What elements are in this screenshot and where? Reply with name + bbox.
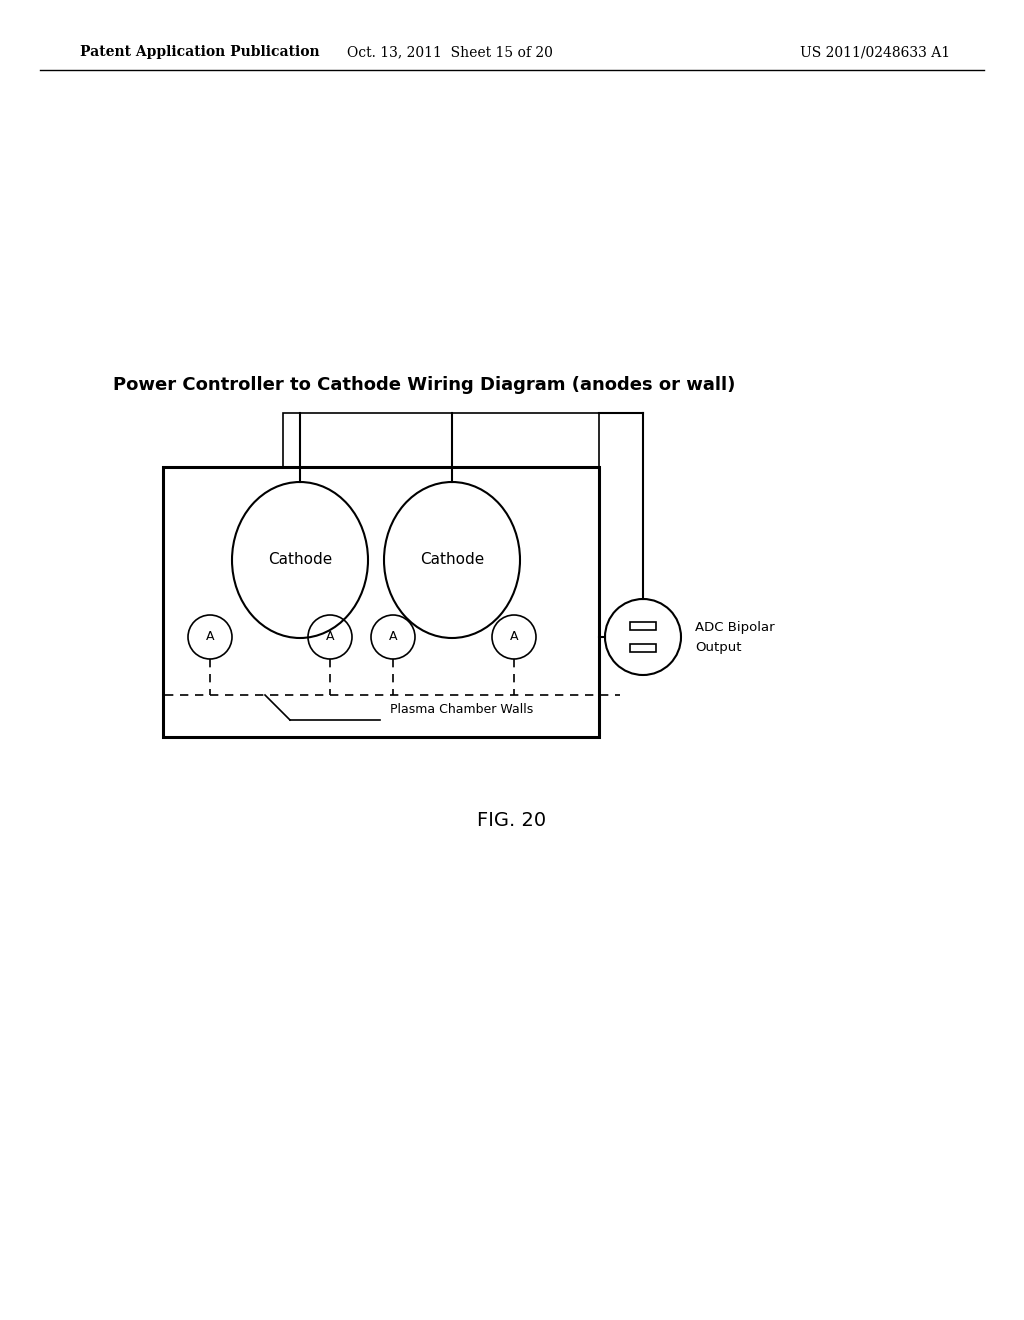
Bar <box>283 413 599 737</box>
Text: US 2011/0248633 A1: US 2011/0248633 A1 <box>800 45 950 59</box>
Text: Cathode: Cathode <box>420 553 484 568</box>
Text: Patent Application Publication: Patent Application Publication <box>80 45 319 59</box>
Text: A: A <box>389 631 397 644</box>
Text: ADC Bipolar: ADC Bipolar <box>695 620 774 634</box>
Bar <box>163 467 599 737</box>
Text: A: A <box>326 631 334 644</box>
Text: A: A <box>510 631 518 644</box>
Bar <box>630 622 656 630</box>
Text: Oct. 13, 2011  Sheet 15 of 20: Oct. 13, 2011 Sheet 15 of 20 <box>347 45 553 59</box>
Bar <box>630 644 656 652</box>
Text: Plasma Chamber Walls: Plasma Chamber Walls <box>390 704 534 715</box>
Text: Output: Output <box>695 640 741 653</box>
Text: A: A <box>206 631 214 644</box>
Text: FIG. 20: FIG. 20 <box>477 810 547 829</box>
Text: Power Controller to Cathode Wiring Diagram (anodes or wall): Power Controller to Cathode Wiring Diagr… <box>113 376 735 393</box>
Text: Cathode: Cathode <box>268 553 332 568</box>
